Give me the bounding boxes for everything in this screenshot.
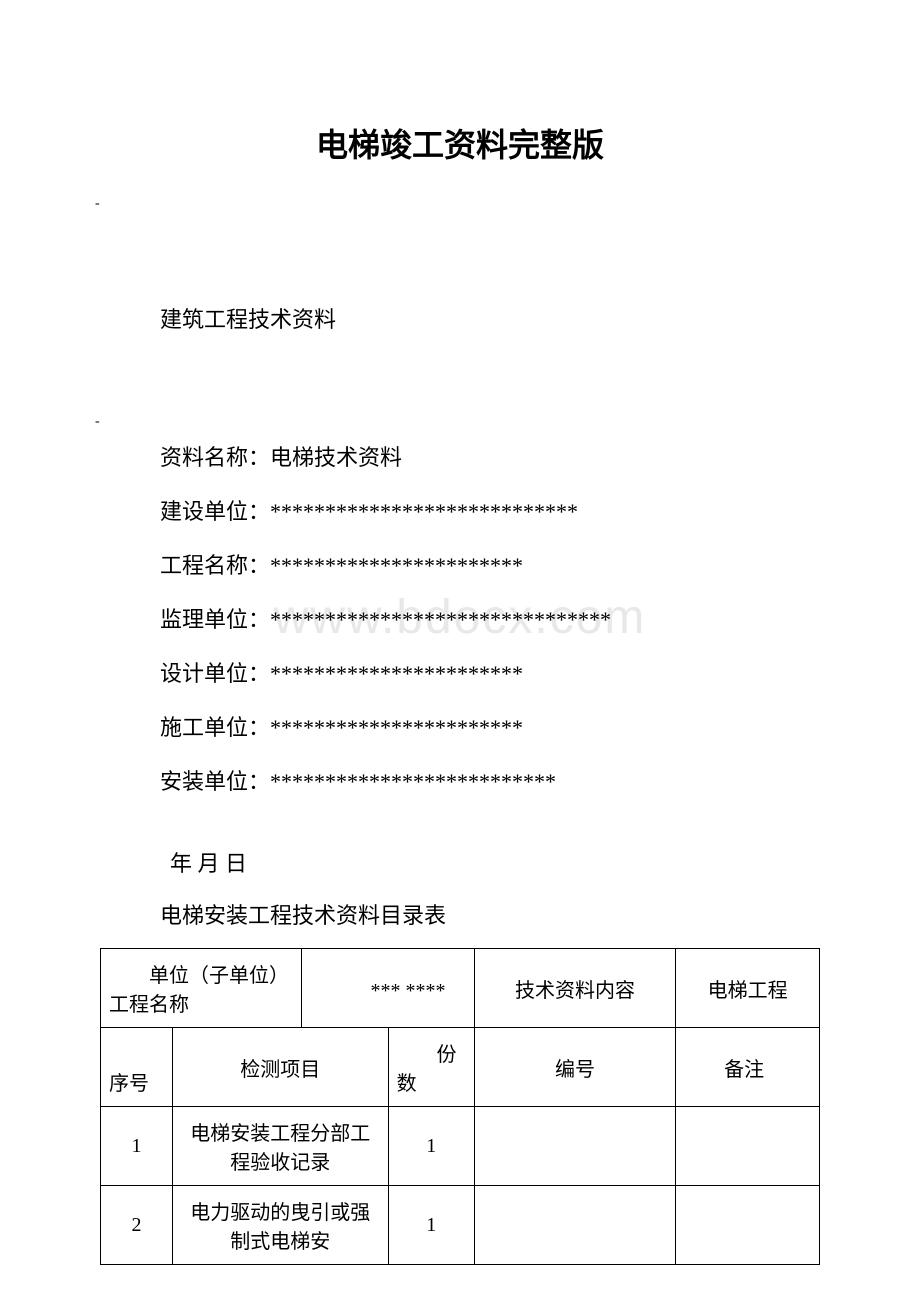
col-seq: 序号: [101, 1028, 173, 1107]
builder-unit-line: 施工单位：***********************: [160, 710, 820, 742]
install-unit-line: 安装单位：**************************: [160, 764, 820, 796]
col-remark: 备注: [676, 1028, 820, 1107]
design-unit-line: 设计单位：***********************: [160, 656, 820, 688]
construction-unit-value: ****************************: [270, 499, 578, 524]
design-unit-label: 设计单位：: [160, 661, 270, 686]
tech-content-value: 电梯工程: [676, 949, 820, 1028]
builder-unit-label: 施工单位：: [160, 715, 270, 740]
unit-name-label: 单位（子单位）工程名称: [101, 949, 302, 1028]
construction-unit-line: 建设单位：****************************: [160, 494, 820, 526]
cell-remark: [676, 1107, 820, 1186]
table-row: 1 电梯安装工程分部工程验收记录 1: [101, 1107, 820, 1186]
supervision-unit-value: *******************************: [270, 607, 611, 632]
cell-remark: [676, 1186, 820, 1265]
cell-seq: 2: [101, 1186, 173, 1265]
date-line: 年 月 日: [170, 846, 820, 878]
section-title: 建筑工程技术资料: [160, 302, 820, 334]
project-name-line: 工程名称：***********************: [160, 548, 820, 580]
doc-name-label: 资料名称：: [160, 445, 270, 470]
construction-unit-label: 建设单位：: [160, 499, 270, 524]
document-page: 电梯竣工资料完整版 - 建筑工程技术资料 - 资料名称：电梯技术资料 建设单位：…: [0, 0, 920, 1265]
table-header-row-2: 序号 检测项目 份数 编号 备注: [101, 1028, 820, 1107]
cell-number: [474, 1186, 675, 1265]
project-name-label: 工程名称：: [160, 553, 270, 578]
install-unit-label: 安装单位：: [160, 769, 270, 794]
table-row: 2 电力驱动的曳引或强制式电梯安 1: [101, 1186, 820, 1265]
unit-name-value: *** ****: [302, 949, 475, 1028]
catalog-table: 单位（子单位）工程名称 *** **** 技术资料内容 电梯工程 序号 检测项目…: [100, 948, 820, 1265]
main-title: 电梯竣工资料完整版: [100, 120, 820, 166]
cell-item: 电力驱动的曳引或强制式电梯安: [172, 1186, 388, 1265]
builder-unit-value: ***********************: [270, 715, 523, 740]
doc-name-value: 电梯技术资料: [270, 445, 402, 470]
table-title: 电梯安装工程技术资料目录表: [160, 898, 820, 930]
supervision-unit-label: 监理单位：: [160, 607, 270, 632]
design-unit-value: ***********************: [270, 661, 523, 686]
col-number: 编号: [474, 1028, 675, 1107]
cell-item: 电梯安装工程分部工程验收记录: [172, 1107, 388, 1186]
cell-copies: 1: [388, 1107, 474, 1186]
dash-marker-2: -: [95, 414, 820, 430]
cell-copies: 1: [388, 1186, 474, 1265]
project-name-value: ***********************: [270, 553, 523, 578]
dash-marker: -: [95, 196, 820, 212]
cell-number: [474, 1107, 675, 1186]
cell-seq: 1: [101, 1107, 173, 1186]
install-unit-value: **************************: [270, 769, 556, 794]
supervision-unit-line: 监理单位：*******************************: [160, 602, 820, 634]
doc-name-line: 资料名称：电梯技术资料: [160, 440, 820, 472]
col-copies: 份数: [388, 1028, 474, 1107]
tech-content-label: 技术资料内容: [474, 949, 675, 1028]
col-item: 检测项目: [172, 1028, 388, 1107]
table-header-row-1: 单位（子单位）工程名称 *** **** 技术资料内容 电梯工程: [101, 949, 820, 1028]
